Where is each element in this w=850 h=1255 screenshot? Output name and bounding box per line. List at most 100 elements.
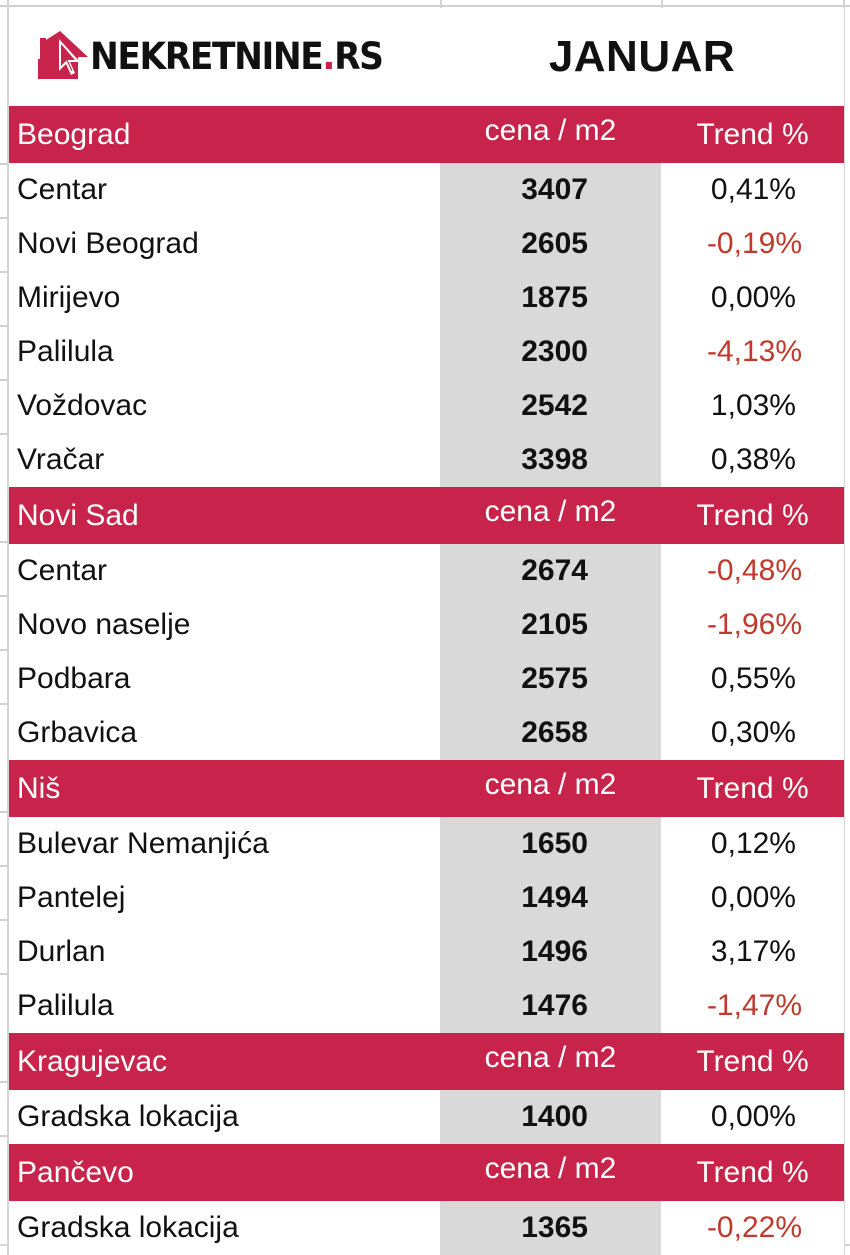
sheet-top-gridline bbox=[0, 0, 850, 7]
table-row: Bulevar Nemanjića 1650 0,12% bbox=[9, 817, 844, 871]
trend-percent: 3,17% bbox=[661, 925, 844, 979]
district-name: Novi Beograd bbox=[9, 217, 440, 271]
district-name: Centar bbox=[9, 544, 440, 598]
district-name: Podbara bbox=[9, 652, 440, 706]
price-per-m2: 2658 bbox=[440, 706, 661, 760]
district-name: Voždovac bbox=[9, 379, 440, 433]
row-gridline bbox=[0, 973, 8, 975]
row-gridline bbox=[0, 649, 8, 651]
district-name: Pantelej bbox=[9, 871, 440, 925]
logo-wordmark: NEKRETNINE.RS bbox=[90, 34, 384, 78]
logo-dot: . bbox=[322, 34, 335, 78]
price-per-m2: 1365 bbox=[440, 1201, 661, 1255]
trend-percent: -0,19% bbox=[661, 217, 844, 271]
month-title: JANUAR bbox=[548, 32, 736, 81]
table-row: Centar 3407 0,41% bbox=[9, 163, 844, 217]
price-per-m2: 1875 bbox=[440, 271, 661, 325]
price-per-m2: 1476 bbox=[440, 979, 661, 1033]
sheet-col-gridline bbox=[661, 0, 663, 8]
price-per-m2: 2542 bbox=[440, 379, 661, 433]
trend-percent: 0,38% bbox=[661, 433, 844, 487]
price-per-m2: 1650 bbox=[440, 817, 661, 871]
table-row: Durlan 1496 3,17% bbox=[9, 925, 844, 979]
trend-percent: 0,55% bbox=[661, 652, 844, 706]
trend-column-header: Trend % bbox=[696, 1155, 809, 1189]
district-name: Bulevar Nemanjića bbox=[9, 817, 440, 871]
price-per-m2: 2674 bbox=[440, 544, 661, 598]
table-row: Gradska lokacija 1365 -0,22% bbox=[9, 1201, 844, 1255]
trend-percent: 0,12% bbox=[661, 817, 844, 871]
trend-percent: -1,96% bbox=[661, 598, 844, 652]
city-name: Kragujevac bbox=[17, 1044, 168, 1078]
section-header-4: Pančevo cena / m2 Trend % bbox=[9, 1144, 844, 1201]
sections-container: Beograd cena / m2 Trend % Centar 3407 0,41% No… bbox=[9, 106, 844, 1255]
district-name: Palilula bbox=[9, 325, 440, 379]
title-row: NEKRETNINE.RS JANUAR bbox=[9, 8, 844, 106]
trend-column-header: Trend % bbox=[696, 1044, 809, 1078]
price-per-m2: 2575 bbox=[440, 652, 661, 706]
price-per-m2: 1400 bbox=[440, 1090, 661, 1144]
row-gridline bbox=[0, 919, 8, 921]
trend-column-header: Trend % bbox=[696, 771, 809, 805]
city-name: Pančevo bbox=[17, 1155, 134, 1189]
table-row: Novi Beograd 2605 -0,19% bbox=[9, 217, 844, 271]
table-row: Mirijevo 1875 0,00% bbox=[9, 271, 844, 325]
price-column-header: cena / m2 bbox=[484, 767, 617, 801]
trend-percent: 0,00% bbox=[661, 1090, 844, 1144]
table-row: Centar 2674 -0,48% bbox=[9, 544, 844, 598]
section-header-2: Niš cena / m2 Trend % bbox=[9, 760, 844, 817]
price-column-header: cena / m2 bbox=[484, 1040, 617, 1074]
price-column-header: cena / m2 bbox=[484, 113, 617, 147]
trend-column-header: Trend % bbox=[696, 498, 809, 532]
house-cursor-icon bbox=[28, 31, 88, 79]
table-row: Vračar 3398 0,38% bbox=[9, 433, 844, 487]
price-column-header: cena / m2 bbox=[484, 494, 617, 528]
trend-percent: -1,47% bbox=[661, 979, 844, 1033]
district-name: Grbavica bbox=[9, 706, 440, 760]
price-per-m2: 2300 bbox=[440, 325, 661, 379]
district-name: Gradska lokacija bbox=[9, 1090, 440, 1144]
row-gridline bbox=[0, 811, 8, 813]
city-name: Novi Sad bbox=[17, 498, 139, 532]
row-gridline bbox=[0, 595, 8, 597]
table-row: Palilula 2300 -4,13% bbox=[9, 325, 844, 379]
row-gridline bbox=[0, 1081, 8, 1083]
city-name: Niš bbox=[17, 771, 61, 805]
table-row: Novo naselje 2105 -1,96% bbox=[9, 598, 844, 652]
section-header-3: Kragujevac cena / m2 Trend % bbox=[9, 1033, 844, 1090]
price-per-m2: 2605 bbox=[440, 217, 661, 271]
row-gridline bbox=[0, 1135, 8, 1137]
district-name: Novo naselje bbox=[9, 598, 440, 652]
row-gridline bbox=[0, 703, 8, 705]
price-table: NEKRETNINE.RS JANUAR Beograd cena / m2 Tre… bbox=[9, 8, 844, 1255]
logo-text-main: NEKRETNINE bbox=[90, 34, 324, 78]
table-row: Voždovac 2542 1,03% bbox=[9, 379, 844, 433]
trend-percent: -0,48% bbox=[661, 544, 844, 598]
sheet-left-gridline bbox=[7, 0, 9, 1255]
sheet-right-gridline bbox=[843, 0, 845, 1255]
trend-percent: -4,13% bbox=[661, 325, 844, 379]
price-per-m2: 1494 bbox=[440, 871, 661, 925]
price-per-m2: 2105 bbox=[440, 598, 661, 652]
district-name: Vračar bbox=[9, 433, 440, 487]
row-gridline bbox=[0, 271, 8, 273]
trend-percent: 0,41% bbox=[661, 163, 844, 217]
trend-percent: 0,00% bbox=[661, 271, 844, 325]
district-name: Durlan bbox=[9, 925, 440, 979]
logo: NEKRETNINE.RS bbox=[26, 26, 405, 86]
section-header-1: Novi Sad cena / m2 Trend % bbox=[9, 487, 844, 544]
table-row: Gradska lokacija 1400 0,00% bbox=[9, 1090, 844, 1144]
district-name: Palilula bbox=[9, 979, 440, 1033]
price-per-m2: 3398 bbox=[440, 433, 661, 487]
row-gridline bbox=[0, 163, 8, 165]
row-gridline bbox=[0, 217, 8, 219]
row-gridline bbox=[0, 865, 8, 867]
district-name: Gradska lokacija bbox=[9, 1201, 440, 1255]
row-gridline bbox=[0, 325, 8, 327]
trend-percent: -0,22% bbox=[661, 1201, 844, 1255]
row-gridline bbox=[0, 541, 8, 543]
logo-text-suffix: RS bbox=[334, 34, 384, 78]
trend-percent: 0,30% bbox=[661, 706, 844, 760]
city-name: Beograd bbox=[17, 117, 131, 151]
sheet-col-gridline bbox=[440, 0, 442, 8]
